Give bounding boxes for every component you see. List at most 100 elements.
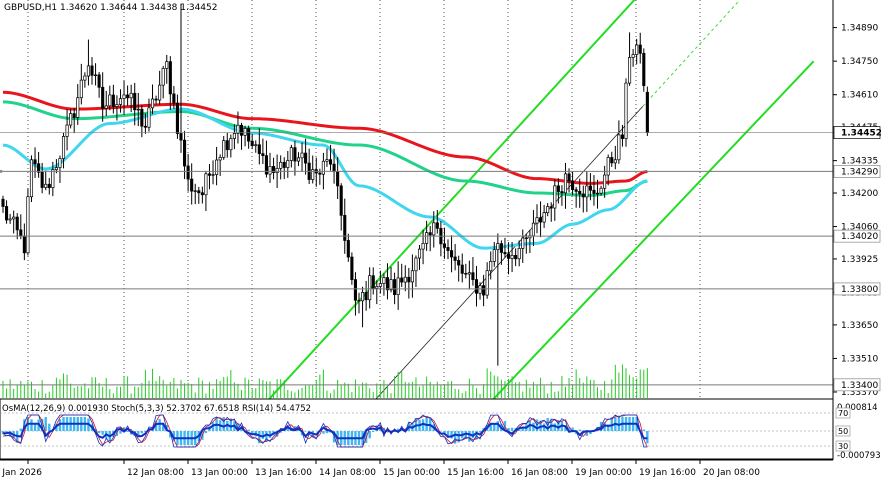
candle-body bbox=[207, 173, 212, 176]
candle-body bbox=[147, 107, 151, 128]
candle-body bbox=[482, 285, 486, 296]
candle-body bbox=[531, 222, 535, 237]
time-tick-label: 19 Jan 16:00 bbox=[639, 468, 696, 478]
candle-body bbox=[560, 191, 564, 194]
price-label-text: 1.34290 bbox=[841, 167, 878, 177]
indicator-window bbox=[0, 398, 834, 460]
candle-body bbox=[126, 94, 130, 99]
candle-body bbox=[154, 98, 158, 101]
candle-body bbox=[218, 157, 222, 161]
candle-body bbox=[115, 104, 119, 107]
candle-body bbox=[136, 108, 140, 111]
candle-body bbox=[578, 191, 582, 195]
candle-body bbox=[581, 193, 585, 198]
candle-body bbox=[8, 218, 12, 221]
price-tick-label: 1.33650 bbox=[841, 321, 878, 331]
candle-body bbox=[599, 187, 603, 194]
candle-body bbox=[592, 189, 596, 194]
price-label-box bbox=[833, 165, 881, 178]
candle-body bbox=[289, 147, 293, 161]
candle-body bbox=[175, 102, 179, 134]
candles bbox=[1, 3, 649, 366]
candle-body bbox=[275, 168, 279, 173]
candle-body bbox=[631, 54, 635, 58]
candle-body bbox=[129, 92, 133, 99]
level-anchor-dot bbox=[0, 169, 3, 173]
candle-body bbox=[232, 133, 236, 139]
candle-body bbox=[403, 276, 407, 283]
candle-body bbox=[239, 124, 244, 136]
candle-body bbox=[318, 172, 322, 175]
symbol-title: GBPUSD,H1 1.34620 1.34644 1.34438 1.3445… bbox=[4, 3, 217, 13]
price-tick-label: 1.33370 bbox=[841, 388, 878, 398]
candle-body bbox=[1, 198, 5, 207]
candle-body bbox=[118, 98, 123, 105]
candle-body bbox=[339, 185, 343, 216]
candle-body bbox=[368, 275, 372, 301]
candle-body bbox=[122, 94, 126, 99]
candle-body bbox=[161, 68, 165, 86]
sub-axis-bottom: -0.000793 bbox=[837, 451, 881, 461]
candle-body bbox=[524, 237, 528, 239]
channel-projection-line bbox=[642, 0, 741, 107]
candle-body bbox=[542, 212, 546, 223]
candle-body bbox=[332, 163, 336, 173]
price-levels bbox=[0, 132, 833, 386]
candle-body bbox=[197, 190, 201, 194]
candle-body bbox=[254, 144, 258, 147]
candle-body bbox=[645, 91, 649, 133]
candle-body bbox=[26, 196, 30, 254]
candle-body bbox=[168, 61, 172, 95]
candle-body bbox=[613, 159, 617, 164]
level-label-text: 70 bbox=[838, 409, 848, 418]
candle-body bbox=[563, 173, 568, 194]
channel-line bbox=[492, 60, 815, 400]
indicator-label: OsMA(12,26,9) 0.001930 Stoch(5,3,3) 52.3… bbox=[2, 404, 311, 414]
candle-body bbox=[364, 292, 368, 301]
candle-body bbox=[553, 185, 557, 209]
candle-body bbox=[567, 173, 571, 182]
stoch-main-line bbox=[2, 414, 648, 448]
candle-body bbox=[485, 270, 489, 296]
ma-red-line bbox=[2, 90, 648, 185]
candle-body bbox=[54, 167, 58, 171]
candle-body bbox=[268, 166, 272, 175]
candle-body bbox=[61, 136, 66, 159]
candle-body bbox=[282, 161, 286, 168]
candle-body bbox=[642, 52, 646, 86]
candle-body bbox=[353, 279, 357, 301]
candle-body bbox=[150, 98, 155, 109]
candle-body bbox=[183, 139, 187, 167]
candle-body bbox=[19, 229, 23, 237]
candle-body bbox=[243, 128, 247, 136]
ma-cyan-line bbox=[2, 107, 648, 250]
candle-body bbox=[489, 261, 493, 272]
candle-body bbox=[69, 113, 73, 126]
candle-body bbox=[571, 180, 575, 191]
candle-body bbox=[33, 159, 37, 165]
price-label-text: 1.33800 bbox=[841, 285, 878, 295]
candle-body bbox=[417, 248, 422, 259]
candle-body bbox=[76, 97, 80, 118]
candle-body bbox=[499, 243, 503, 253]
candle-body bbox=[467, 272, 471, 275]
candle-body bbox=[15, 216, 19, 231]
candle-body bbox=[190, 178, 194, 192]
candle-body bbox=[94, 74, 98, 77]
candle-body bbox=[407, 276, 411, 283]
candle-body bbox=[506, 253, 511, 259]
candle-body bbox=[450, 250, 454, 258]
candle-body bbox=[393, 279, 397, 295]
price-tick-label: 1.34750 bbox=[841, 57, 878, 67]
candle-body bbox=[588, 185, 592, 191]
candle-body bbox=[133, 92, 137, 111]
candle-body bbox=[101, 86, 105, 109]
time-tick-label: 15 Jan 16:00 bbox=[447, 468, 504, 478]
candle-body bbox=[236, 124, 240, 134]
candle-body bbox=[186, 165, 190, 180]
candle-body bbox=[595, 192, 600, 195]
price-tick-label: 1.34610 bbox=[841, 91, 878, 101]
time-tick-label: 12 Jan 08:00 bbox=[127, 468, 184, 478]
